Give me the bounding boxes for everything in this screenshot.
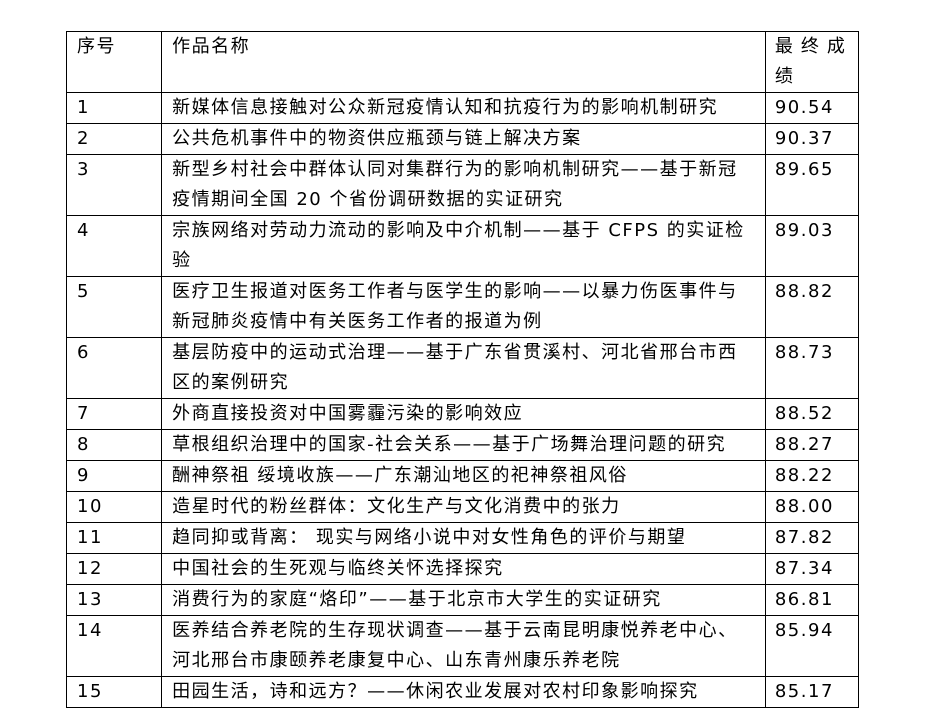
row-index: 7: [65, 398, 163, 430]
table-row: 15 田园生活，诗和远方？——休闲农业发展对农村印象影响探究 85.17: [65, 676, 860, 708]
row-title: 外商直接投资对中国雾霾污染的影响效应: [161, 398, 766, 430]
row-index: 13: [65, 584, 163, 616]
row-score: 86.81: [764, 584, 860, 616]
table-row: 13 消费行为的家庭“烙印”——基于北京市大学生的实证研究 86.81: [65, 584, 860, 616]
row-title: 新型乡村社会中群体认同对集群行为的影响机制研究——基于新冠 疫情期间全国 20 …: [161, 154, 766, 216]
row-score: 88.52: [764, 398, 860, 430]
table-row: 10 造星时代的粉丝群体：文化生产与文化消费中的张力 88.00: [65, 491, 860, 523]
row-index: 3: [65, 154, 163, 216]
row-title: 宗族网络对劳动力流动的影响及中介机制——基于 CFPS 的实证检 验: [161, 215, 766, 277]
row-title: 新媒体信息接触对公众新冠疫情认知和抗疫行为的影响机制研究: [161, 92, 766, 124]
row-index: 14: [65, 615, 163, 677]
header-score: 最终成绩: [764, 31, 860, 93]
row-score: 88.27: [764, 429, 860, 461]
row-score: 90.37: [764, 123, 860, 155]
row-title: 医疗卫生报道对医务工作者与医学生的影响——以暴力伤医事件与 新冠肺炎疫情中有关医…: [161, 276, 766, 338]
table-header-row: 序号 作品名称 最终成绩: [65, 31, 860, 93]
row-title: 趋同抑或背离： 现实与网络小说中对女性角色的评价与期望: [161, 522, 766, 554]
table-row: 14 医养结合养老院的生存现状调查——基于云南昆明康悦养老中心、 河北邢台市康颐养…: [65, 615, 860, 677]
row-score: 85.94: [764, 615, 860, 677]
row-title: 医养结合养老院的生存现状调查——基于云南昆明康悦养老中心、 河北邢台市康颐养老康…: [161, 615, 766, 677]
row-score: 88.22: [764, 460, 860, 492]
header-title: 作品名称: [161, 31, 766, 93]
row-score: 88.82: [764, 276, 860, 338]
table-row: 6 基层防疫中的运动式治理——基于广东省贯溪村、河北省邢台市西 区的案例研究 88.…: [65, 337, 860, 399]
row-index: 5: [65, 276, 163, 338]
row-title: 草根组织治理中的国家-社会关系——基于广场舞治理问题的研究: [161, 429, 766, 461]
row-score: 89.65: [764, 154, 860, 216]
row-score: 85.17: [764, 676, 860, 708]
table-row: 5 医疗卫生报道对医务工作者与医学生的影响——以暴力伤医事件与 新冠肺炎疫情中有关…: [65, 276, 860, 338]
row-index: 10: [65, 491, 163, 523]
row-title: 造星时代的粉丝群体：文化生产与文化消费中的张力: [161, 491, 766, 523]
table-row: 11 趋同抑或背离： 现实与网络小说中对女性角色的评价与期望 87.82: [65, 522, 860, 554]
row-index: 12: [65, 553, 163, 585]
results-table: 序号 作品名称 最终成绩 1 新媒体信息接触对公众新冠疫情认知和抗疫行为的影响机制…: [65, 31, 860, 708]
table-row: 12 中国社会的生死观与临终关怀选择探究 87.34: [65, 553, 860, 585]
table-row: 2 公共危机事件中的物资供应瓶颈与链上解决方案 90.37: [65, 123, 860, 155]
row-score: 90.54: [764, 92, 860, 124]
row-title: 基层防疫中的运动式治理——基于广东省贯溪村、河北省邢台市西 区的案例研究: [161, 337, 766, 399]
row-index: 2: [65, 123, 163, 155]
table-row: 8 草根组织治理中的国家-社会关系——基于广场舞治理问题的研究 88.27: [65, 429, 860, 461]
table-row: 9 酬神祭祖 绥境收族——广东潮汕地区的祀神祭祖风俗 88.22: [65, 460, 860, 492]
row-score: 87.34: [764, 553, 860, 585]
row-title: 酬神祭祖 绥境收族——广东潮汕地区的祀神祭祖风俗: [161, 460, 766, 492]
table-row: 4 宗族网络对劳动力流动的影响及中介机制——基于 CFPS 的实证检 验 89.03: [65, 215, 860, 277]
row-title: 中国社会的生死观与临终关怀选择探究: [161, 553, 766, 585]
table-row: 1 新媒体信息接触对公众新冠疫情认知和抗疫行为的影响机制研究 90.54: [65, 92, 860, 124]
row-score: 88.73: [764, 337, 860, 399]
row-title: 田园生活，诗和远方？——休闲农业发展对农村印象影响探究: [161, 676, 766, 708]
row-index: 6: [65, 337, 163, 399]
header-index: 序号: [65, 31, 163, 93]
row-score: 87.82: [764, 522, 860, 554]
row-score: 88.00: [764, 491, 860, 523]
row-title: 消费行为的家庭“烙印”——基于北京市大学生的实证研究: [161, 584, 766, 616]
table-row: 7 外商直接投资对中国雾霾污染的影响效应 88.52: [65, 398, 860, 430]
row-title: 公共危机事件中的物资供应瓶颈与链上解决方案: [161, 123, 766, 155]
row-index: 11: [65, 522, 163, 554]
row-index: 9: [65, 460, 163, 492]
row-score: 89.03: [764, 215, 860, 277]
row-index: 4: [65, 215, 163, 277]
row-index: 15: [65, 676, 163, 708]
table-row: 3 新型乡村社会中群体认同对集群行为的影响机制研究——基于新冠 疫情期间全国 20…: [65, 154, 860, 216]
row-index: 8: [65, 429, 163, 461]
row-index: 1: [65, 92, 163, 124]
